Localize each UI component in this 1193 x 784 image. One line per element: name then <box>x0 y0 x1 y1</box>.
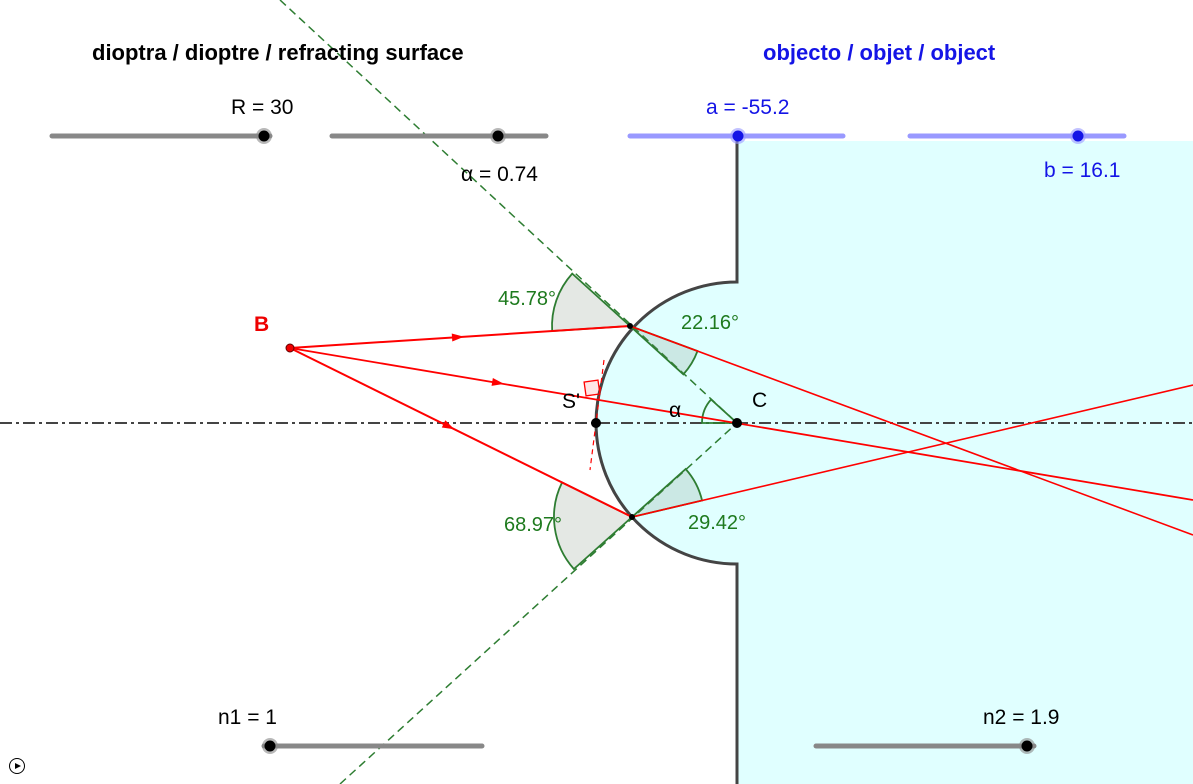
angle-sector-incident-top <box>551 272 633 332</box>
incidence-point-top <box>627 323 633 329</box>
angle-refracted-top: 22.16° <box>681 312 740 334</box>
slider-a-label: a = -55.2 <box>706 96 790 119</box>
angle-alpha-arc <box>701 398 740 424</box>
ray-arrow-middle <box>491 377 505 386</box>
incidence-point-bottom <box>629 514 635 520</box>
ray-arrow-top <box>451 333 464 342</box>
tangent-line <box>589 359 605 471</box>
point-s <box>591 418 601 428</box>
right-angle-marker <box>583 379 601 397</box>
refracted-ray-top <box>629 325 1193 536</box>
angle-incident-top: 45.78° <box>498 288 557 310</box>
incident-ray-bottom <box>289 347 633 518</box>
angle-sector-incident-bottom <box>553 481 634 571</box>
angle-alpha-label: α <box>669 399 682 422</box>
slider-alpha-label: α = 0.74 <box>461 163 538 186</box>
point-b-label: B <box>254 313 270 336</box>
point-s-label: S' <box>562 390 581 413</box>
slider-n1-knob[interactable] <box>264 740 276 752</box>
slider-r-knob[interactable] <box>258 130 270 142</box>
object-title: objecto / objet / object <box>763 40 996 65</box>
slider-n2-knob[interactable] <box>1021 740 1033 752</box>
play-icon[interactable] <box>9 758 25 774</box>
point-c-label: C <box>752 389 768 412</box>
slider-b-knob[interactable] <box>1072 130 1084 142</box>
slider-alpha-knob[interactable] <box>492 130 504 142</box>
ray-arrow-bottom <box>441 420 455 430</box>
surface-title: dioptra / dioptre / refracting surface <box>92 40 464 65</box>
refracted-ray-bottom <box>631 384 1193 518</box>
medium-2-region <box>596 141 1193 784</box>
slider-n1-label: n1 = 1 <box>218 706 277 729</box>
slider-n2-label: n2 = 1.9 <box>983 706 1060 729</box>
slider-b-label: b = 16.1 <box>1044 159 1121 182</box>
point-b[interactable] <box>285 343 295 353</box>
point-c <box>732 418 742 428</box>
angle-refracted-bottom: 29.42° <box>688 512 747 534</box>
slider-a-knob[interactable] <box>732 130 744 142</box>
angle-incident-bottom: 68.97° <box>504 514 563 536</box>
slider-r-label: R = 30 <box>231 96 294 119</box>
